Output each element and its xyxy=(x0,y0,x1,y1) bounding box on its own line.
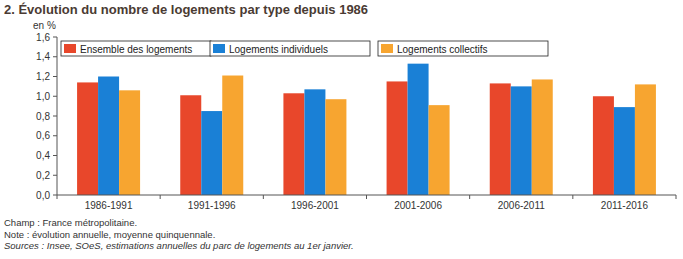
x-tick xyxy=(469,195,470,199)
bars xyxy=(77,64,656,195)
y-tick xyxy=(53,155,57,156)
y-tick-label: 1,2 xyxy=(36,71,50,82)
bar xyxy=(325,99,346,195)
x-tick xyxy=(263,195,264,199)
legend-box xyxy=(210,41,370,56)
x-tick-label: 1996-2001 xyxy=(291,200,339,211)
y-tick-label: 0,8 xyxy=(36,111,50,122)
x-tick-label: 2011-2016 xyxy=(601,200,649,211)
legend-swatch xyxy=(213,44,225,53)
legend-swatch xyxy=(381,44,393,53)
legend-item: Ensemble des logements xyxy=(61,41,211,56)
legend-box xyxy=(378,41,548,56)
bar xyxy=(98,77,119,196)
bar xyxy=(304,89,325,195)
bar xyxy=(635,84,656,195)
x-tick-label: 2001-2006 xyxy=(394,200,442,211)
y-tick xyxy=(53,195,57,196)
bar xyxy=(490,83,511,195)
x-tick xyxy=(572,195,573,199)
note: Sources : Insee, SOeS, estimations annue… xyxy=(4,240,354,251)
chart: 2. Évolution du nombre de logements par … xyxy=(0,0,683,259)
legend-item: Logements individuels xyxy=(210,41,370,56)
bar xyxy=(593,96,614,195)
y-tick xyxy=(53,116,57,117)
legend-item: Logements collectifs xyxy=(378,41,548,56)
y-tick-label: 1,0 xyxy=(36,91,50,102)
title: 2. Évolution du nombre de logements par … xyxy=(4,2,368,17)
legend-label: Logements individuels xyxy=(229,44,328,55)
y-tick-label: 1,6 xyxy=(36,32,50,43)
bar xyxy=(532,79,553,195)
legend-box xyxy=(61,41,211,56)
y-axis-label: en % xyxy=(33,20,56,31)
x-tick xyxy=(57,195,58,199)
y-tick-label: 1,4 xyxy=(36,51,50,62)
note: Champ : France métropolitaine. xyxy=(4,217,137,228)
y-tick-label: 0,6 xyxy=(36,130,50,141)
y-tick xyxy=(53,56,57,57)
x-tick xyxy=(366,195,367,199)
bar xyxy=(429,105,450,195)
x-tick-label: 1991-1996 xyxy=(188,200,236,211)
y-tick xyxy=(53,96,57,97)
bar xyxy=(511,86,532,195)
y-tick-label: 0,0 xyxy=(36,190,50,201)
bar xyxy=(77,82,98,195)
x-tick xyxy=(676,195,677,199)
bar xyxy=(408,64,429,195)
bar xyxy=(201,111,222,195)
y-tick-label: 0,4 xyxy=(36,150,50,161)
bar xyxy=(283,93,304,195)
bar xyxy=(387,81,408,195)
y-tick xyxy=(53,37,57,38)
bar xyxy=(180,95,201,195)
y-tick-label: 0,2 xyxy=(36,170,50,181)
y-tick xyxy=(53,76,57,77)
bar xyxy=(614,107,635,195)
legend-label: Ensemble des logements xyxy=(80,44,192,55)
x-tick xyxy=(160,195,161,199)
y-tick xyxy=(53,135,57,136)
note: Note : évolution annuelle, moyenne quinq… xyxy=(4,229,215,240)
x-tick-label: 1986-1991 xyxy=(85,200,133,211)
bar xyxy=(222,76,243,195)
x-tick-label: 2006-2011 xyxy=(498,200,546,211)
bar xyxy=(119,90,140,195)
y-tick xyxy=(53,175,57,176)
legend-label: Logements collectifs xyxy=(397,44,488,55)
legend-swatch xyxy=(64,44,76,53)
